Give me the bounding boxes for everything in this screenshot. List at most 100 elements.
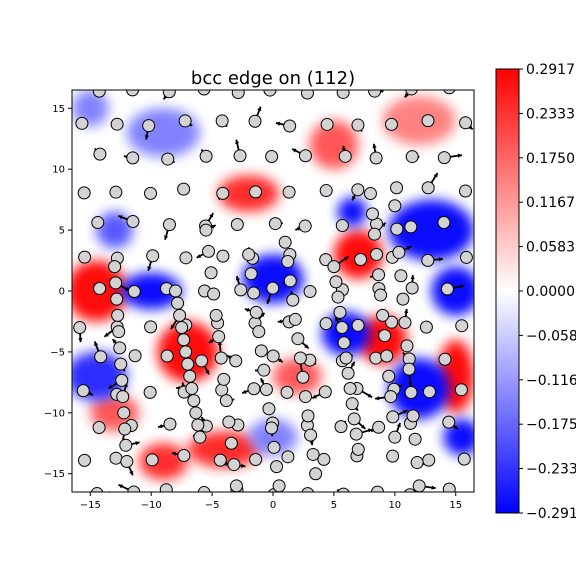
arrow-head	[266, 299, 271, 304]
atom-marker	[159, 483, 173, 492]
atom-marker	[233, 149, 247, 163]
atom-marker	[412, 479, 426, 492]
atom-marker	[333, 305, 347, 319]
atom-marker	[459, 116, 473, 130]
atom-marker	[109, 185, 123, 199]
arrow-head	[309, 440, 314, 446]
atom-marker	[396, 292, 410, 306]
field-region	[382, 96, 456, 145]
field-region	[388, 358, 450, 419]
atom-marker	[369, 151, 383, 165]
atom-marker	[178, 114, 192, 128]
atom-marker	[197, 90, 211, 96]
arrow-head	[170, 324, 175, 330]
arrow-head	[404, 93, 409, 98]
arrow-head	[118, 215, 123, 220]
atom-marker	[388, 430, 402, 444]
atom-marker	[337, 487, 350, 492]
x-tick-label: −15	[80, 500, 101, 511]
plot-area	[71, 82, 475, 493]
atom-marker	[116, 390, 130, 404]
y-tick-label: 5	[59, 226, 65, 237]
arrow-head	[235, 276, 240, 281]
arrow-head	[158, 424, 163, 429]
atom-marker	[230, 218, 244, 232]
atom-marker	[317, 452, 331, 466]
atom-marker	[115, 373, 129, 387]
atom-marker	[319, 253, 333, 267]
atom-marker	[252, 325, 266, 339]
atom-marker	[249, 305, 263, 319]
arrow-head	[227, 355, 232, 360]
atom-marker	[298, 219, 312, 233]
atom-marker	[319, 184, 333, 198]
arrow-head	[144, 135, 149, 140]
atom-marker	[193, 430, 207, 444]
atom-marker	[341, 366, 355, 380]
colorbar-tick-label: −0.2917	[526, 506, 576, 522]
arrow-head	[147, 266, 152, 271]
atom-marker	[343, 381, 357, 395]
atom-marker	[128, 349, 142, 363]
atom-marker	[296, 370, 310, 384]
atom-marker	[202, 244, 216, 258]
arrow-head	[211, 225, 216, 229]
colorbar-tick-label: −0.2333	[526, 462, 576, 478]
arrow-head	[94, 341, 99, 346]
atom-marker	[372, 420, 386, 434]
arrow-head	[104, 332, 109, 337]
atom-marker	[376, 308, 390, 322]
arrow-head	[171, 451, 177, 456]
atom-marker	[257, 363, 271, 377]
colorbar-tick-label: 0.2917	[526, 62, 575, 78]
atom-marker	[209, 308, 223, 322]
atom-marker	[339, 351, 353, 365]
displacement-arrow	[449, 82, 455, 88]
y-axis: −15 −10 −5 0 5 10 15	[44, 104, 72, 480]
atom-marker	[327, 260, 341, 274]
atom-marker	[371, 485, 385, 492]
atom-marker	[443, 90, 456, 95]
atom-marker	[145, 453, 159, 467]
colorbar-tick-label: −0.1750	[526, 417, 576, 433]
atom-marker	[224, 436, 238, 450]
atom-marker	[301, 409, 315, 423]
atom-marker	[215, 114, 229, 128]
atom-marker	[173, 308, 187, 322]
atom-marker	[259, 382, 273, 396]
atom-marker	[351, 118, 365, 132]
arrow-head	[375, 396, 380, 401]
atom-marker	[126, 90, 140, 97]
atom-marker	[126, 151, 140, 165]
atom-marker	[303, 285, 317, 299]
atom-marker	[163, 417, 177, 431]
colorbar-tick-label: 0.1750	[526, 151, 575, 167]
atom-marker	[91, 216, 105, 230]
atom-marker	[268, 217, 282, 231]
field-region	[96, 211, 133, 249]
arrow-head	[404, 308, 409, 314]
arrow-head	[408, 381, 413, 386]
atom-marker	[455, 319, 469, 333]
atom-marker	[171, 296, 185, 310]
arrow-head	[164, 235, 169, 240]
colorbar-tick-label: 0.0000	[526, 284, 575, 300]
atom-marker	[390, 222, 404, 236]
atom-marker	[126, 215, 140, 229]
atom-marker	[331, 290, 345, 304]
atom-marker	[442, 482, 456, 492]
atom-marker	[120, 455, 134, 469]
atom-marker	[231, 90, 245, 99]
atom-marker	[458, 184, 472, 198]
atom-marker	[402, 362, 416, 376]
atom-marker	[199, 149, 213, 163]
atom-marker	[374, 288, 388, 302]
y-tick-label: 0	[59, 287, 65, 298]
atom-marker	[390, 181, 404, 195]
atom-marker	[405, 281, 419, 295]
atom-marker	[406, 409, 420, 423]
atom-marker	[227, 458, 241, 472]
arrow-head	[244, 308, 250, 313]
atom-marker	[378, 329, 392, 343]
